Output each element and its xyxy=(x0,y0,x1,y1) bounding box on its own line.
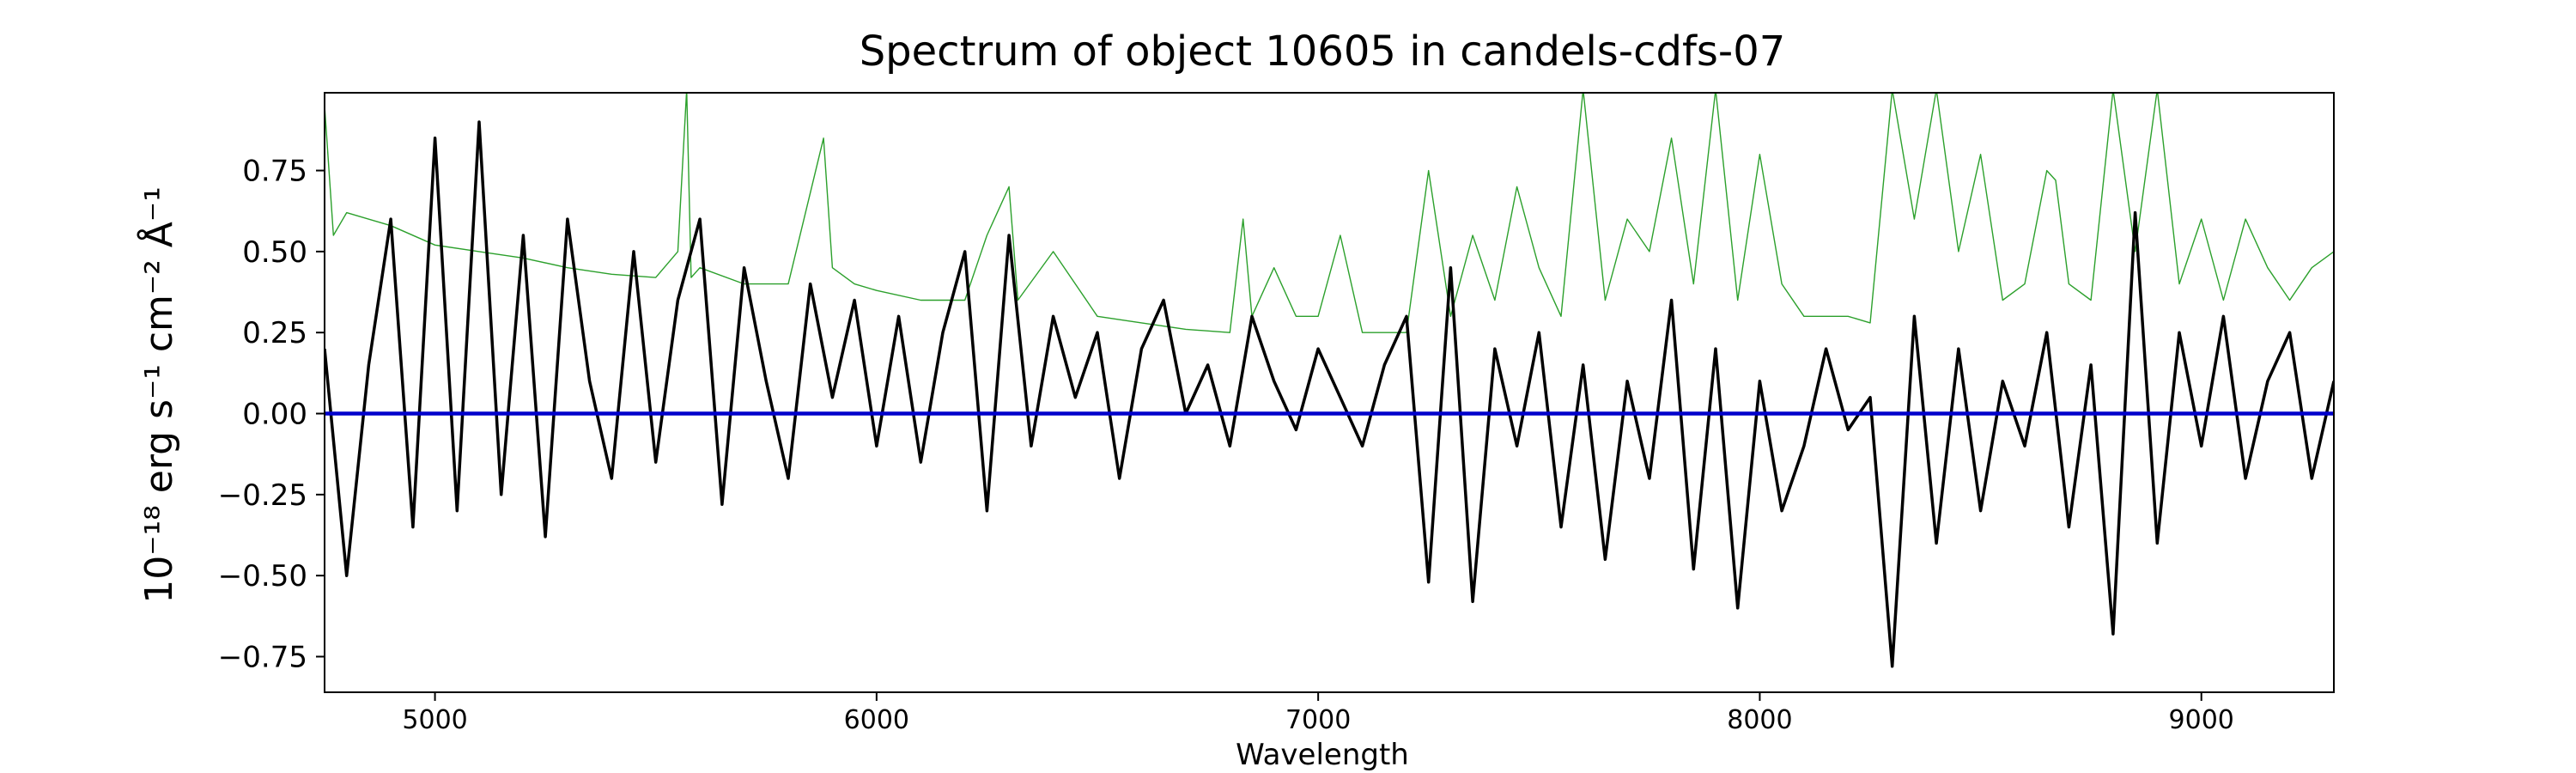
y-tick-label: −0.50 xyxy=(218,559,307,593)
y-axis-label: 10⁻¹⁸ erg s⁻¹ cm⁻² Å⁻¹ xyxy=(136,186,181,603)
chart-title: Spectrum of object 10605 in candels-cdfs… xyxy=(860,27,1786,76)
y-tick-label: 0.75 xyxy=(242,155,307,189)
y-tick-label: 0.50 xyxy=(242,235,307,270)
x-axis-label: Wavelength xyxy=(1236,738,1409,772)
flux-series-line xyxy=(325,120,2334,668)
plot-content xyxy=(325,93,2334,668)
ticks: 5000 6000 7000 8000 9000 −0.75 −0.50 −0.25 0.00 0… xyxy=(218,155,2234,735)
x-tick-label: 8000 xyxy=(1727,705,1792,735)
error-series-line xyxy=(325,93,2334,333)
axes-frame xyxy=(324,92,2335,693)
y-tick-label: 0.00 xyxy=(242,398,307,432)
x-tick-label: 7000 xyxy=(1285,705,1351,735)
x-tick-label: 6000 xyxy=(844,705,909,735)
y-tick-label: −0.75 xyxy=(218,640,307,674)
x-tick-label: 5000 xyxy=(402,705,467,735)
plot-frame xyxy=(324,92,2335,693)
y-tick-label: −0.25 xyxy=(218,478,307,513)
y-tick-label: 0.25 xyxy=(242,316,307,350)
x-tick-label: 9000 xyxy=(2169,705,2234,735)
